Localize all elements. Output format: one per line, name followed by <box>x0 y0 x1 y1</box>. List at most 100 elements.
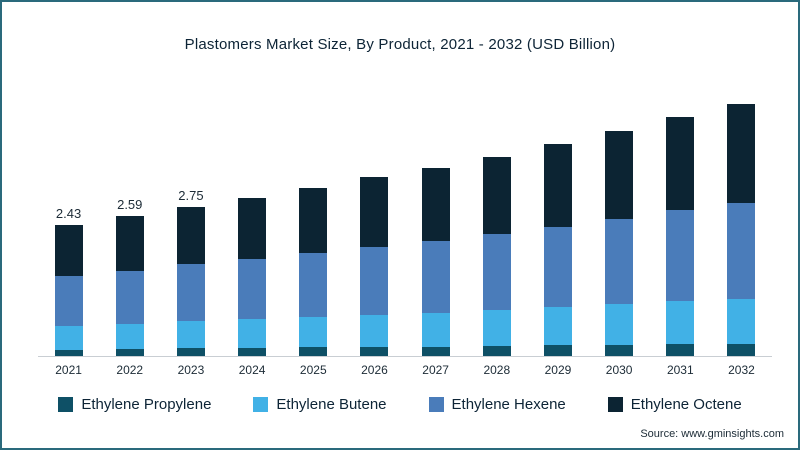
bar-group <box>711 87 772 356</box>
x-axis-label: 2027 <box>422 363 449 377</box>
bar-segment <box>543 345 572 356</box>
bar-segment <box>666 344 695 356</box>
bar-segment <box>115 324 144 349</box>
source-text: Source: www.gminsights.com <box>640 428 784 440</box>
bar-segment <box>299 347 328 356</box>
bar-segment <box>727 344 756 356</box>
bar-stack <box>299 188 328 356</box>
legend-label: Ethylene Octene <box>630 396 742 413</box>
bar-segment <box>176 264 205 321</box>
bar-segment <box>421 168 450 241</box>
bar-segment <box>666 117 695 210</box>
bar-stack <box>54 225 83 356</box>
bar-segment <box>176 207 205 264</box>
bar-group <box>527 87 588 356</box>
bar-segment <box>421 241 450 313</box>
bar-segment <box>421 347 450 356</box>
legend-item: Ethylene Propylene <box>58 396 211 413</box>
legend-item: Ethylene Octene <box>607 396 742 413</box>
bar-segment <box>176 321 205 348</box>
x-axis-label: 2026 <box>361 363 388 377</box>
bar-stack <box>543 144 572 356</box>
legend-label: Ethylene Butene <box>276 396 387 413</box>
bar-value-label: 2.59 <box>117 197 143 212</box>
bar-segment <box>482 346 511 356</box>
bar-stack <box>238 198 267 356</box>
bar-segment <box>727 203 756 299</box>
plot-area: 2.43 2.59 2.75 <box>38 87 772 357</box>
bar-stack <box>482 157 511 356</box>
x-axis-label: 2021 <box>55 363 82 377</box>
bar-segment <box>666 210 695 301</box>
bar-group <box>466 87 527 356</box>
bar-segment <box>543 307 572 345</box>
bar-stack <box>421 168 450 356</box>
bar-segment <box>238 348 267 356</box>
bar-segment <box>299 253 328 317</box>
legend-swatch <box>253 397 269 412</box>
bar-group <box>650 87 711 356</box>
bar-segment <box>666 301 695 344</box>
bar-group <box>283 87 344 356</box>
legend-swatch <box>428 397 444 412</box>
legend-item: Ethylene Hexene <box>428 396 566 413</box>
bar-segment <box>727 104 756 203</box>
x-axis-label: 2025 <box>299 363 327 377</box>
bar-segment <box>360 177 389 247</box>
bar-group <box>222 87 283 356</box>
bar-group: 2.43 <box>38 87 99 356</box>
bar-segment <box>727 299 756 344</box>
legend-item: Ethylene Butene <box>253 396 387 413</box>
bar-stack <box>666 117 695 356</box>
chart-title: Plastomers Market Size, By Product, 2021… <box>184 36 616 53</box>
bar-stack <box>727 104 756 356</box>
bar-segment <box>238 319 267 348</box>
bar-segment <box>54 276 83 326</box>
x-axis-label: 2031 <box>666 363 694 377</box>
bar-group: 2.59 <box>99 87 160 356</box>
legend: Ethylene Propylene Ethylene Butene Ethylen… <box>2 396 798 413</box>
bar-segment <box>482 157 511 234</box>
x-axis-label: 2030 <box>605 363 633 377</box>
bar-segment <box>421 313 450 347</box>
bar-segment <box>605 304 634 345</box>
bar-stack <box>360 177 389 356</box>
bar-segment <box>115 271 144 324</box>
bar-group: 2.75 <box>160 87 221 356</box>
bar-group <box>344 87 405 356</box>
bar-segment <box>605 131 634 219</box>
bar-segment <box>238 259 267 319</box>
bar-segment <box>115 349 144 356</box>
bar-group <box>589 87 650 356</box>
x-axis-label: 2028 <box>483 363 511 377</box>
bar-segment <box>543 227 572 307</box>
x-axis-label: 2032 <box>728 363 755 377</box>
x-axis: 2021 2022 2023 2024 2025 2026 2027 2028 2029 2030… <box>38 363 772 377</box>
x-axis-label: 2023 <box>177 363 205 377</box>
bar-segment <box>605 219 634 304</box>
bar-segment <box>238 198 267 259</box>
legend-label: Ethylene Hexene <box>451 396 566 413</box>
bar-stack <box>115 216 144 356</box>
bar-segment <box>482 310 511 346</box>
bar-segment <box>360 347 389 356</box>
legend-swatch <box>607 397 623 412</box>
bar-segment <box>54 350 83 356</box>
bar-segment <box>176 348 205 356</box>
bar-segment <box>360 247 389 315</box>
bar-segment <box>54 225 83 276</box>
bar-group <box>405 87 466 356</box>
bar-segment <box>605 345 634 356</box>
bar-segment <box>543 144 572 227</box>
bar-segment <box>482 234 511 310</box>
x-axis-label: 2022 <box>116 363 144 377</box>
legend-swatch <box>58 397 74 412</box>
bar-segment <box>360 315 389 347</box>
bar-segment <box>299 188 328 253</box>
bar-segment <box>299 317 328 347</box>
x-axis-label: 2024 <box>238 363 266 377</box>
x-axis-label: 2029 <box>544 363 572 377</box>
bar-segment <box>54 326 83 350</box>
bar-value-label: 2.43 <box>55 206 82 221</box>
